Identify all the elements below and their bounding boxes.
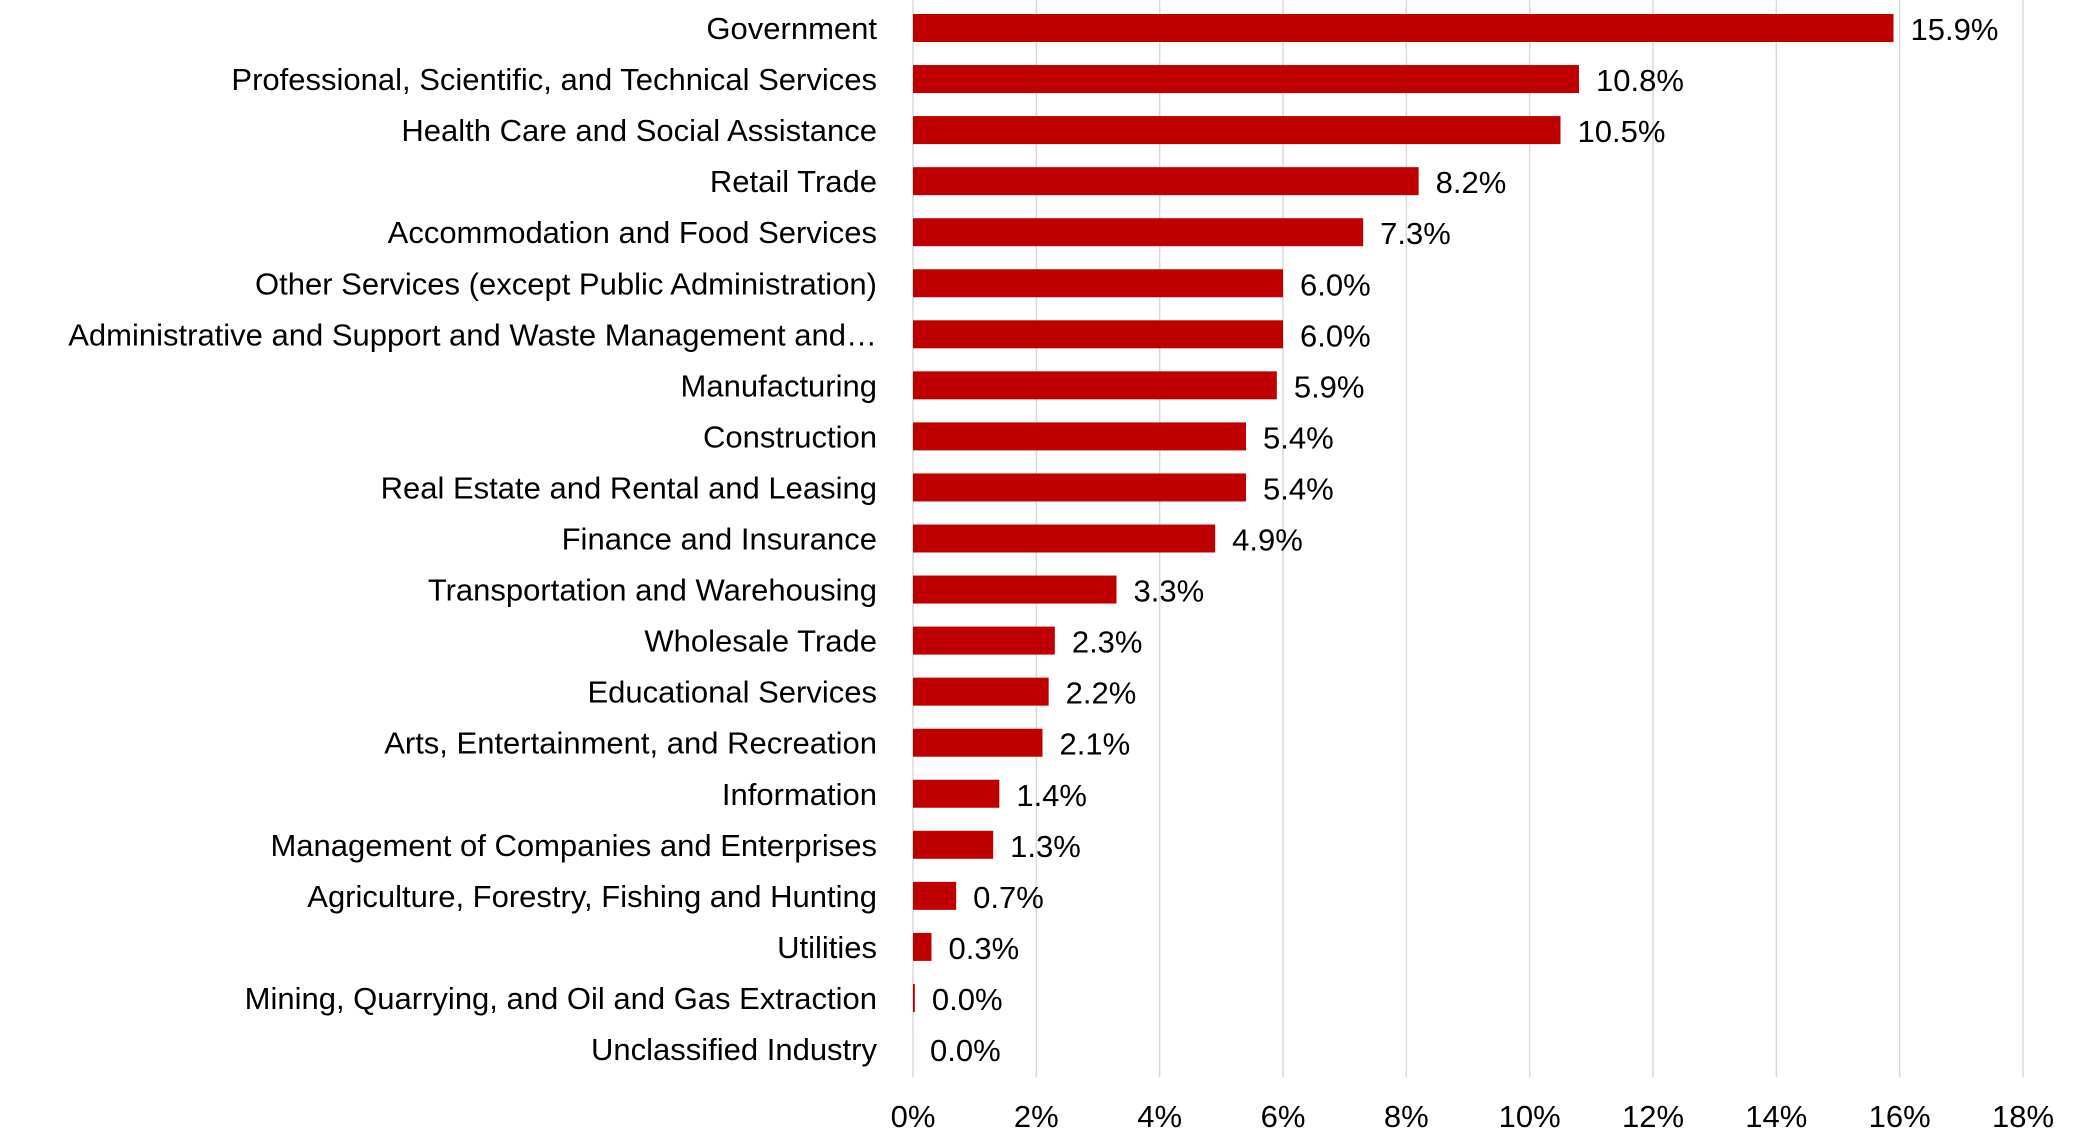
- category-label: Information: [722, 777, 877, 812]
- category-labels: Government Professional, Scientific, and …: [68, 11, 877, 1067]
- data-label: 5.9%: [1294, 369, 1365, 404]
- bar: [913, 14, 1894, 42]
- data-label: 5.4%: [1263, 420, 1334, 455]
- category-label: Manufacturing: [681, 368, 877, 403]
- bar: [913, 830, 994, 859]
- bar: [913, 116, 1561, 145]
- category-label: Educational Services: [588, 675, 878, 710]
- data-label: 2.2%: [1066, 676, 1137, 711]
- data-label: 10.5%: [1578, 114, 1666, 149]
- category-label: Health Care and Social Assistance: [401, 113, 877, 148]
- data-label: 0.7%: [973, 880, 1044, 915]
- bar: [913, 983, 915, 1012]
- data-label: 6.0%: [1300, 318, 1371, 353]
- bar: [913, 626, 1055, 655]
- data-label: 0.3%: [949, 931, 1020, 966]
- bar: [913, 218, 1364, 247]
- bar: [913, 932, 932, 961]
- bar: [913, 524, 1216, 553]
- category-label: Government: [706, 11, 877, 46]
- category-label: Unclassified Industry: [591, 1032, 878, 1067]
- data-label: 0.0%: [932, 982, 1003, 1017]
- bar: [913, 881, 957, 910]
- category-label: Administrative and Support and Waste Man…: [68, 317, 877, 352]
- bar: [913, 575, 1117, 604]
- category-label: Agriculture, Forestry, Fishing and Hunti…: [307, 879, 877, 914]
- bar: [913, 422, 1246, 451]
- bar: [913, 371, 1277, 400]
- x-tick-label: 0%: [891, 1099, 936, 1134]
- data-label: 10.8%: [1596, 63, 1684, 98]
- category-label: Management of Companies and Enterprises: [270, 828, 877, 863]
- category-label: Wholesale Trade: [644, 624, 877, 659]
- data-label: 2.1%: [1060, 727, 1131, 762]
- category-label: Real Estate and Rental and Leasing: [381, 470, 877, 505]
- bar: [913, 167, 1419, 196]
- data-label: 6.0%: [1300, 267, 1371, 302]
- data-label: 7.3%: [1380, 216, 1451, 251]
- data-label: 8.2%: [1436, 165, 1507, 200]
- category-label: Construction: [703, 419, 877, 454]
- bar: [913, 269, 1283, 298]
- category-label: Other Services (except Public Administra…: [255, 266, 877, 301]
- data-label: 4.9%: [1232, 523, 1303, 558]
- bar: [913, 65, 1579, 94]
- category-label: Utilities: [777, 930, 877, 965]
- bar: [913, 677, 1049, 706]
- data-label: 15.9%: [1911, 12, 1999, 47]
- bar: [913, 473, 1246, 502]
- x-axis-tick-labels: 0% 2% 4% 6% 8% 10% 12% 14% 16% 18%: [891, 1099, 2054, 1134]
- bar: [913, 320, 1283, 349]
- x-tick-label: 16%: [1869, 1099, 1931, 1134]
- data-label: 3.3%: [1134, 574, 1205, 609]
- data-label: 1.3%: [1010, 829, 1081, 864]
- category-label: Transportation and Warehousing: [428, 573, 877, 608]
- x-tick-label: 6%: [1261, 1099, 1306, 1134]
- x-tick-label: 8%: [1384, 1099, 1429, 1134]
- data-label: 1.4%: [1016, 778, 1087, 813]
- category-label: Accommodation and Food Services: [388, 215, 877, 250]
- data-label: 0.0%: [930, 1033, 1001, 1068]
- x-tick-label: 14%: [1745, 1099, 1807, 1134]
- x-tick-label: 4%: [1137, 1099, 1182, 1134]
- x-tick-label: 10%: [1499, 1099, 1561, 1134]
- category-label: Retail Trade: [710, 164, 877, 199]
- category-label: Finance and Insurance: [562, 522, 877, 557]
- bars: [913, 14, 1894, 1012]
- x-tick-label: 2%: [1014, 1099, 1059, 1134]
- bar: [913, 779, 1000, 808]
- bar: [913, 728, 1043, 757]
- x-tick-label: 18%: [1992, 1099, 2054, 1134]
- data-labels: 15.9% 10.8% 10.5% 8.2% 7.3% 6.0% 6.0% 5.9% 5.4% 5…: [930, 12, 1998, 1068]
- category-label: Professional, Scientific, and Technical …: [231, 62, 877, 97]
- x-tick-label: 12%: [1622, 1099, 1684, 1134]
- category-label: Mining, Quarrying, and Oil and Gas Extra…: [245, 981, 877, 1016]
- data-label: 5.4%: [1263, 471, 1334, 506]
- category-label: Arts, Entertainment, and Recreation: [384, 726, 877, 761]
- data-label: 2.3%: [1072, 625, 1143, 660]
